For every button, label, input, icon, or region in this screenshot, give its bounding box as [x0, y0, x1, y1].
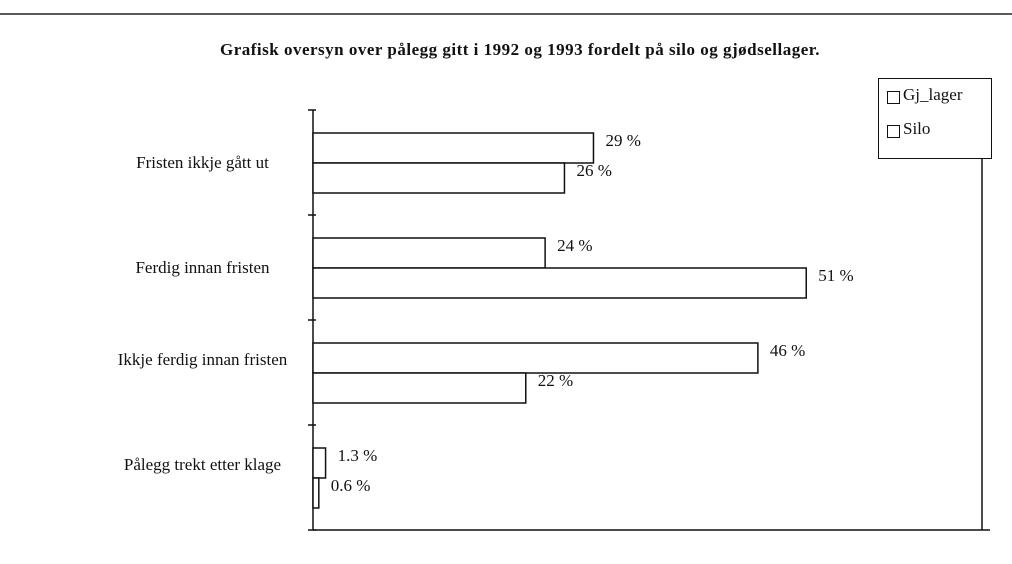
legend: Gj_lager Silo — [878, 78, 992, 159]
value-label: 51 % — [818, 266, 853, 285]
category-label: Pålegg trekt etter klage — [123, 454, 282, 474]
value-label: 0.6 % — [331, 476, 371, 495]
bar — [312, 477, 320, 509]
value-label: 26 % — [576, 161, 611, 180]
legend-label: Silo — [903, 119, 931, 138]
bar — [312, 447, 327, 479]
bar — [312, 132, 595, 164]
legend-label: Gj_lager — [903, 85, 963, 104]
bar — [312, 372, 527, 404]
legend-swatch — [887, 90, 900, 104]
bar — [312, 237, 546, 269]
category-label: Ferdig innan fristen — [135, 257, 270, 277]
value-label: 1.3 % — [338, 446, 378, 465]
category-label: Fristen ikkje gått ut — [136, 152, 269, 172]
value-label: 29 % — [605, 131, 640, 150]
category-label: Ikkje ferdig innan fristen — [117, 349, 288, 369]
value-label: 22 % — [538, 371, 573, 390]
value-label: 24 % — [557, 236, 592, 255]
legend-item: Gj_lager — [887, 85, 962, 105]
legend-swatch — [887, 124, 900, 138]
bar — [312, 342, 759, 374]
bar — [312, 162, 566, 194]
chart-title: Grafisk oversyn over pålegg gitt i 1992 … — [219, 40, 821, 59]
legend-item: Silo — [887, 119, 930, 139]
value-label: 46 % — [770, 341, 805, 360]
bar — [312, 267, 807, 299]
